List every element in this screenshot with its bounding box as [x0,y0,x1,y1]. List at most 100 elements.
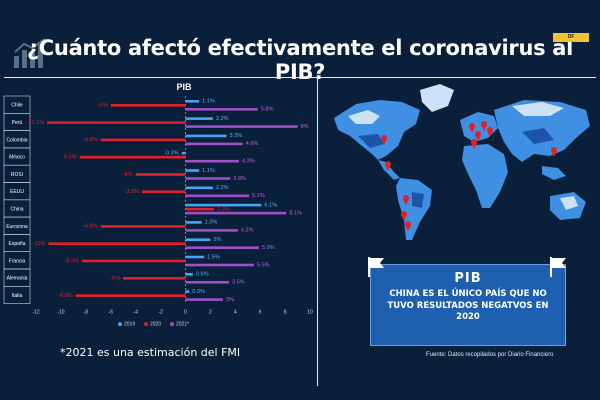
bar-chart-icon [14,38,46,68]
data-label: 4.3% [242,159,255,165]
bar-2021 [185,211,287,215]
page-title: ¿Cuánto afectó efectivamente el coronavi… [26,36,574,84]
flag-icon [368,257,384,277]
legend-label: 2020 [150,322,161,328]
bar-2019 [185,255,205,259]
bar-2020 [100,138,186,142]
bar-2020 [48,242,186,245]
bar-2019 [185,169,200,172]
card-text: CHINA ES EL ÚNICO PAÍS QUE NO TUVO RESUL… [387,289,549,322]
x-tick-label: -6 [109,310,114,316]
x-tick-label: 4 [234,310,237,316]
x-tick-label: 0 [184,310,187,316]
data-label: 5.8% [261,107,274,113]
data-label: -8.5% [62,155,77,161]
data-label: -5% [110,276,120,282]
bar-2021 [185,159,240,163]
location-pins [381,121,557,231]
legend-label: 2021* [176,322,189,328]
bar-2019 [185,221,202,224]
data-label: -3.5% [124,189,139,195]
source-note: Fuente: Datos recopilados por Diario Fin… [426,352,554,358]
data-label: 1.3% [205,220,218,226]
bar-2019 [185,186,213,190]
data-label: 2.2% [216,185,229,191]
bar-2021 [185,281,230,284]
category-box [3,286,31,304]
bar-2019 [185,203,262,207]
data-label: 8.1% [289,210,302,216]
bar-2020 [123,277,186,280]
data-label: -11.1% [27,120,44,126]
category-label: Italia [12,293,23,299]
x-tick-label: -12 [32,310,39,316]
gdp-bar-chart: PIB Chile Perú Colombia México ROSI EEUU China E… [3,82,313,328]
data-label: -8.3% [64,258,79,264]
category-label: Francia [9,258,26,264]
category-label: España [9,241,26,247]
chart-title: PIB [176,82,192,92]
bar-2020 [100,225,186,228]
category-label: EEUU [10,189,24,195]
bar-2021 [185,125,298,128]
data-label: 9% [301,124,309,130]
legend-marker [144,322,148,327]
data-label: -11% [33,241,46,247]
legend-marker [118,322,122,327]
data-label: 3.3% [230,133,243,139]
category-label: Perú [12,120,23,126]
data-label: 1.1% [202,168,215,174]
bar-2020 [47,121,186,124]
bar-2019 [185,100,200,103]
data-label: -6% [98,103,108,109]
bar-2020 [135,173,186,176]
x-tick-label: 2 [209,310,212,316]
data-label: 4.6% [246,141,259,147]
data-label: 2.3% [217,206,230,212]
footnote: *2021 es una estimación del FMI [60,346,241,359]
chart-frame [4,77,318,386]
data-label: 0.3% [192,289,205,295]
x-tick-label: -2 [158,310,163,316]
legend-marker [170,322,174,327]
category-label: México [9,155,25,161]
data-label: 1.1% [202,99,215,105]
map-frame [320,77,596,386]
bar-2021 [185,263,254,267]
x-tick-label: 10 [307,310,313,316]
bar-2021 [185,229,238,232]
category-label: Eurozona [6,224,28,230]
bar-2021 [185,194,249,198]
bar-2021 [185,298,223,301]
category-label: ROSI [11,172,23,178]
x-tick-label: -8 [84,310,89,316]
bar-2019 [185,134,227,138]
data-label: 1.5% [207,254,220,260]
category-label: Chile [11,103,23,109]
bar-2019 [185,238,211,241]
bar-2021 [185,142,243,146]
x-tick-label: 6 [259,310,262,316]
category-label: Colombia [6,137,27,143]
bar-2019 [185,273,193,276]
bar-2020 [185,207,215,211]
bar-2021 [185,177,231,180]
data-label: -0.3% [164,151,179,157]
data-label: 3% [226,297,234,303]
data-label: 4.2% [241,228,254,234]
legend-label: 2019 [124,322,135,328]
x-tick-label: 8 [284,310,287,316]
data-label: 2.2% [216,116,229,122]
bar-2020 [75,294,186,297]
bar-2020 [141,190,186,194]
bar-2021 [185,108,258,111]
data-label: 2% [213,237,221,243]
data-label: -6.8% [83,224,98,230]
data-label: -6.8% [83,137,98,143]
bar-2020 [82,259,186,263]
category-label: China [10,206,23,212]
x-tick-label: -4 [133,310,138,316]
data-label: 0.6% [196,272,209,278]
card-title: PIB [454,271,482,286]
bar-2021 [185,246,259,249]
